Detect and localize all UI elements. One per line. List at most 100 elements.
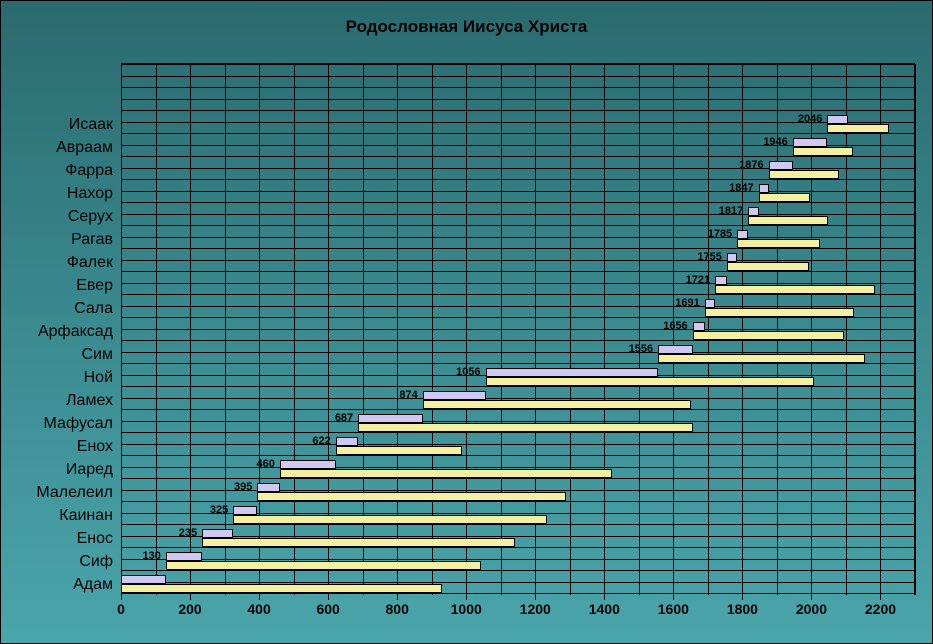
- gridline-horizontal: [121, 156, 914, 157]
- gridline-horizontal: [121, 398, 914, 399]
- gridline-horizontal: [121, 64, 914, 65]
- yaxis-label: Евер: [76, 277, 113, 295]
- bar-lilac: [827, 115, 848, 124]
- xaxis-label: 1200: [520, 601, 551, 617]
- gridline-horizontal: [121, 271, 914, 272]
- xaxis-tick: [604, 595, 605, 600]
- xaxis-tick: [673, 595, 674, 600]
- data-label: 1556: [629, 343, 653, 355]
- yaxis-label: Сала: [74, 300, 113, 318]
- bar-lilac: [486, 368, 659, 377]
- bar-lilac: [121, 575, 166, 584]
- bar-yellow: [715, 285, 875, 294]
- xaxis-tick: [121, 595, 122, 600]
- data-label: 1876: [739, 159, 763, 171]
- bar-yellow: [280, 469, 612, 478]
- gridline-horizontal: [121, 455, 914, 456]
- gridline-horizontal: [121, 559, 914, 560]
- xaxis-tick: [742, 595, 743, 600]
- gridline-horizontal: [121, 122, 914, 123]
- gridline-horizontal: [121, 202, 914, 203]
- bar-lilac: [202, 529, 233, 538]
- yaxis-label: Малелеил: [36, 484, 113, 502]
- gridline-horizontal: [121, 582, 914, 583]
- xaxis-tick: [535, 595, 536, 600]
- bar-lilac: [423, 391, 486, 400]
- bar-lilac: [727, 253, 737, 262]
- gridline-horizontal: [121, 248, 914, 249]
- yaxis-label: Ламех: [66, 392, 113, 410]
- yaxis-label: Иаред: [66, 461, 113, 479]
- data-label: 1656: [663, 320, 687, 332]
- bar-lilac: [793, 138, 828, 147]
- bar-yellow: [486, 377, 814, 386]
- gridline-horizontal: [121, 76, 914, 77]
- xaxis-label: 1800: [727, 601, 758, 617]
- yaxis-label: Рагав: [71, 231, 113, 249]
- xaxis-label: 1600: [658, 601, 689, 617]
- gridline-horizontal: [121, 432, 914, 433]
- yaxis-label: Исаак: [69, 116, 113, 134]
- bar-yellow: [705, 308, 854, 317]
- plot-area: 0200400600800100012001400160018002000220…: [121, 63, 915, 595]
- gridline-horizontal: [121, 329, 914, 330]
- data-label: 687: [335, 412, 353, 424]
- yaxis-label: Каинан: [59, 507, 113, 525]
- bar-yellow: [769, 170, 840, 179]
- xaxis-label: 400: [247, 601, 270, 617]
- xaxis-label: 2200: [865, 601, 896, 617]
- data-label: 2046: [798, 113, 822, 125]
- bar-yellow: [233, 515, 547, 524]
- gridline-horizontal: [121, 444, 914, 445]
- gridline-horizontal: [121, 260, 914, 261]
- xaxis-tick: [328, 595, 329, 600]
- gridline-horizontal: [121, 133, 914, 134]
- data-label: 622: [312, 435, 330, 447]
- yaxis-label: Адам: [73, 576, 113, 594]
- gridline-horizontal: [121, 363, 914, 364]
- xaxis-label: 0: [117, 601, 125, 617]
- bar-lilac: [233, 506, 257, 515]
- data-label: 1817: [719, 205, 743, 217]
- data-label: 1721: [686, 274, 710, 286]
- bar-yellow: [423, 400, 691, 409]
- bar-lilac: [166, 552, 202, 561]
- bar-yellow: [166, 561, 481, 570]
- yaxis-label: Фалек: [67, 254, 113, 272]
- yaxis-label: Арфаксад: [38, 323, 113, 341]
- data-label: 130: [143, 550, 161, 562]
- bar-yellow: [202, 538, 514, 547]
- bar-lilac: [769, 161, 793, 170]
- bar-yellow: [759, 193, 810, 202]
- bar-yellow: [336, 446, 462, 455]
- yaxis-label: Енос: [77, 530, 113, 548]
- xaxis-label: 2000: [796, 601, 827, 617]
- xaxis-label: 800: [385, 601, 408, 617]
- yaxis-label: Сим: [82, 346, 114, 364]
- bar-lilac: [280, 460, 336, 469]
- bar-lilac: [705, 299, 715, 308]
- gridline-vertical: [915, 64, 916, 595]
- bar-yellow: [658, 354, 865, 363]
- gridline-horizontal: [121, 294, 914, 295]
- gridline-horizontal: [121, 386, 914, 387]
- gridline-horizontal: [121, 191, 914, 192]
- bar-lilac: [737, 230, 748, 239]
- bar-yellow: [727, 262, 810, 271]
- yaxis-label: Ной: [84, 369, 113, 387]
- gridline-horizontal: [121, 536, 914, 537]
- gridline-horizontal: [121, 524, 914, 525]
- data-label: 235: [179, 527, 197, 539]
- gridline-horizontal: [121, 409, 914, 410]
- xaxis-tick: [190, 595, 191, 600]
- bar-yellow: [693, 331, 844, 340]
- gridline-horizontal: [121, 225, 914, 226]
- bar-yellow: [737, 239, 820, 248]
- xaxis-label: 1000: [451, 601, 482, 617]
- data-label: 395: [234, 481, 252, 493]
- bar-yellow: [358, 423, 693, 432]
- gridline-horizontal: [121, 352, 914, 353]
- bar-yellow: [121, 584, 442, 593]
- gridline-horizontal: [121, 99, 914, 100]
- bar-lilac: [358, 414, 423, 423]
